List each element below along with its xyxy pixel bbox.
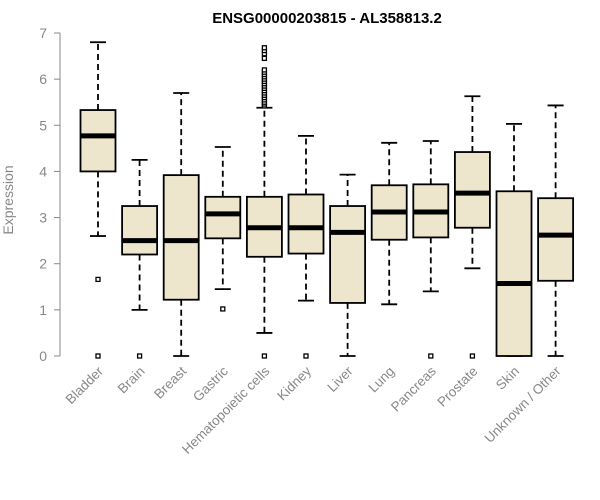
box xyxy=(453,151,491,229)
outlier-point xyxy=(303,353,309,359)
x-tick-label: Breast xyxy=(151,363,189,401)
box-group-prostate xyxy=(453,95,491,359)
x-tick-label: Pancreas xyxy=(388,363,439,414)
x-tick-label: Skin xyxy=(493,364,522,393)
box-group-skin xyxy=(495,123,533,357)
box xyxy=(329,205,367,304)
box-group-breast xyxy=(162,92,200,357)
y-tick-label: 0 xyxy=(39,348,47,364)
box xyxy=(537,197,574,282)
outlier-point xyxy=(261,353,268,359)
x-tick-label: Liver xyxy=(324,363,356,395)
box-group-unknown-other xyxy=(537,104,574,357)
box xyxy=(162,174,200,301)
box-group-liver xyxy=(329,173,367,357)
box-group-kidney xyxy=(287,134,325,359)
y-tick-label: 3 xyxy=(39,210,47,226)
y-tick-label: 6 xyxy=(39,71,47,87)
outlier-point xyxy=(95,353,101,359)
y-tick-label: 7 xyxy=(39,25,47,41)
x-tick-label: Bladder xyxy=(63,363,107,407)
outlier-point xyxy=(136,353,143,359)
y-tick-label: 2 xyxy=(39,256,47,272)
x-tick-label: Unknown / Other xyxy=(481,363,564,446)
outlier-point xyxy=(261,55,268,62)
y-tick-label: 5 xyxy=(39,117,47,133)
x-tick-label: Gastric xyxy=(190,363,231,404)
y-axis: 0 1 2 3 4 5 6 7 xyxy=(39,25,61,364)
outlier-point xyxy=(95,276,101,283)
chart-title: ENSG00000203815 - AL358813.2 xyxy=(212,10,442,27)
outlier-point xyxy=(261,45,268,51)
y-tick-label: 1 xyxy=(39,302,47,318)
box-group-pancreas xyxy=(412,140,450,359)
x-tick-label: Brain xyxy=(115,364,148,397)
x-tick-label: Lung xyxy=(365,364,397,396)
y-axis-label: Expression xyxy=(0,165,16,234)
box-group-brain xyxy=(121,158,158,359)
box xyxy=(287,193,325,255)
box xyxy=(204,195,242,240)
box-group-lung xyxy=(370,141,408,306)
box xyxy=(121,205,158,256)
box-group-gastric xyxy=(204,146,242,312)
outlier-point xyxy=(261,67,268,73)
box-group-bladder xyxy=(79,41,117,359)
outlier-point xyxy=(469,353,476,359)
boxes-layer xyxy=(79,41,574,359)
x-tick-label: Kidney xyxy=(274,363,314,403)
box xyxy=(79,109,117,173)
box-group-hematopoietic-cells xyxy=(245,45,283,359)
outlier-point xyxy=(428,353,434,359)
x-tick-label: Prostate xyxy=(434,364,480,410)
outlier-point xyxy=(220,306,226,312)
y-tick-label: 4 xyxy=(39,163,47,179)
box xyxy=(495,190,533,357)
